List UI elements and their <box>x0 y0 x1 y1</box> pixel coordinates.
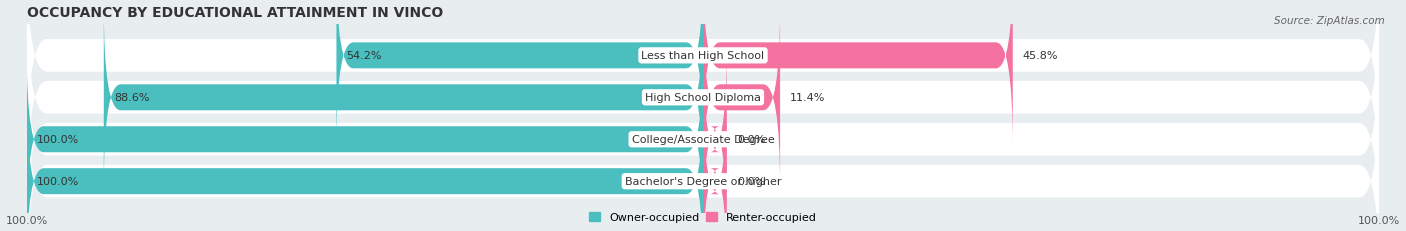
Text: 54.2%: 54.2% <box>347 51 382 61</box>
Text: Less than High School: Less than High School <box>641 51 765 61</box>
Text: 100.0%: 100.0% <box>37 176 79 186</box>
Legend: Owner-occupied, Renter-occupied: Owner-occupied, Renter-occupied <box>589 212 817 222</box>
FancyBboxPatch shape <box>336 0 703 148</box>
FancyBboxPatch shape <box>27 0 1379 165</box>
Text: OCCUPANCY BY EDUCATIONAL ATTAINMENT IN VINCO: OCCUPANCY BY EDUCATIONAL ATTAINMENT IN V… <box>27 6 443 19</box>
Text: 100.0%: 100.0% <box>37 135 79 145</box>
Text: Bachelor's Degree or higher: Bachelor's Degree or higher <box>624 176 782 186</box>
Text: 88.6%: 88.6% <box>114 93 149 103</box>
Text: 11.4%: 11.4% <box>790 93 825 103</box>
FancyBboxPatch shape <box>27 31 1379 231</box>
Text: Source: ZipAtlas.com: Source: ZipAtlas.com <box>1274 16 1385 26</box>
FancyBboxPatch shape <box>703 6 780 189</box>
Text: 0.0%: 0.0% <box>737 135 765 145</box>
FancyBboxPatch shape <box>27 72 1379 231</box>
FancyBboxPatch shape <box>703 48 727 231</box>
Text: 45.8%: 45.8% <box>1024 51 1059 61</box>
FancyBboxPatch shape <box>703 0 1012 148</box>
FancyBboxPatch shape <box>703 90 727 231</box>
Text: High School Diploma: High School Diploma <box>645 93 761 103</box>
FancyBboxPatch shape <box>104 6 703 189</box>
FancyBboxPatch shape <box>27 0 1379 207</box>
FancyBboxPatch shape <box>27 90 703 231</box>
Text: 0.0%: 0.0% <box>737 176 765 186</box>
FancyBboxPatch shape <box>27 48 703 231</box>
Text: College/Associate Degree: College/Associate Degree <box>631 135 775 145</box>
